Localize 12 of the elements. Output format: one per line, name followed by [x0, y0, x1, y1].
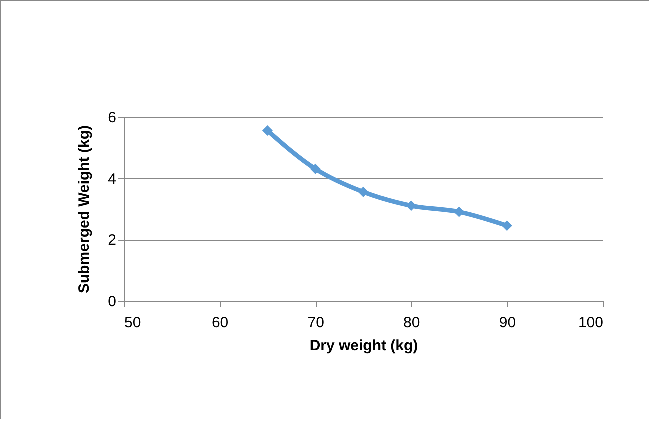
x-tick-label: 50: [124, 314, 142, 332]
y-axis-title: Submerged Weight (kg): [76, 125, 94, 294]
x-tick-label: 70: [308, 314, 324, 332]
x-tick-label: 100: [578, 314, 604, 332]
x-tick-label: 90: [499, 314, 516, 332]
x-axis-title: Dry weight (kg): [310, 338, 418, 354]
y-tick-label: 4: [108, 170, 116, 188]
y-tick-label: 6: [108, 110, 116, 126]
y-tick-label: 0: [108, 294, 116, 310]
x-tick-label: 80: [404, 314, 420, 332]
x-tick-label: 60: [212, 314, 229, 332]
y-tick-label: 2: [108, 232, 116, 250]
